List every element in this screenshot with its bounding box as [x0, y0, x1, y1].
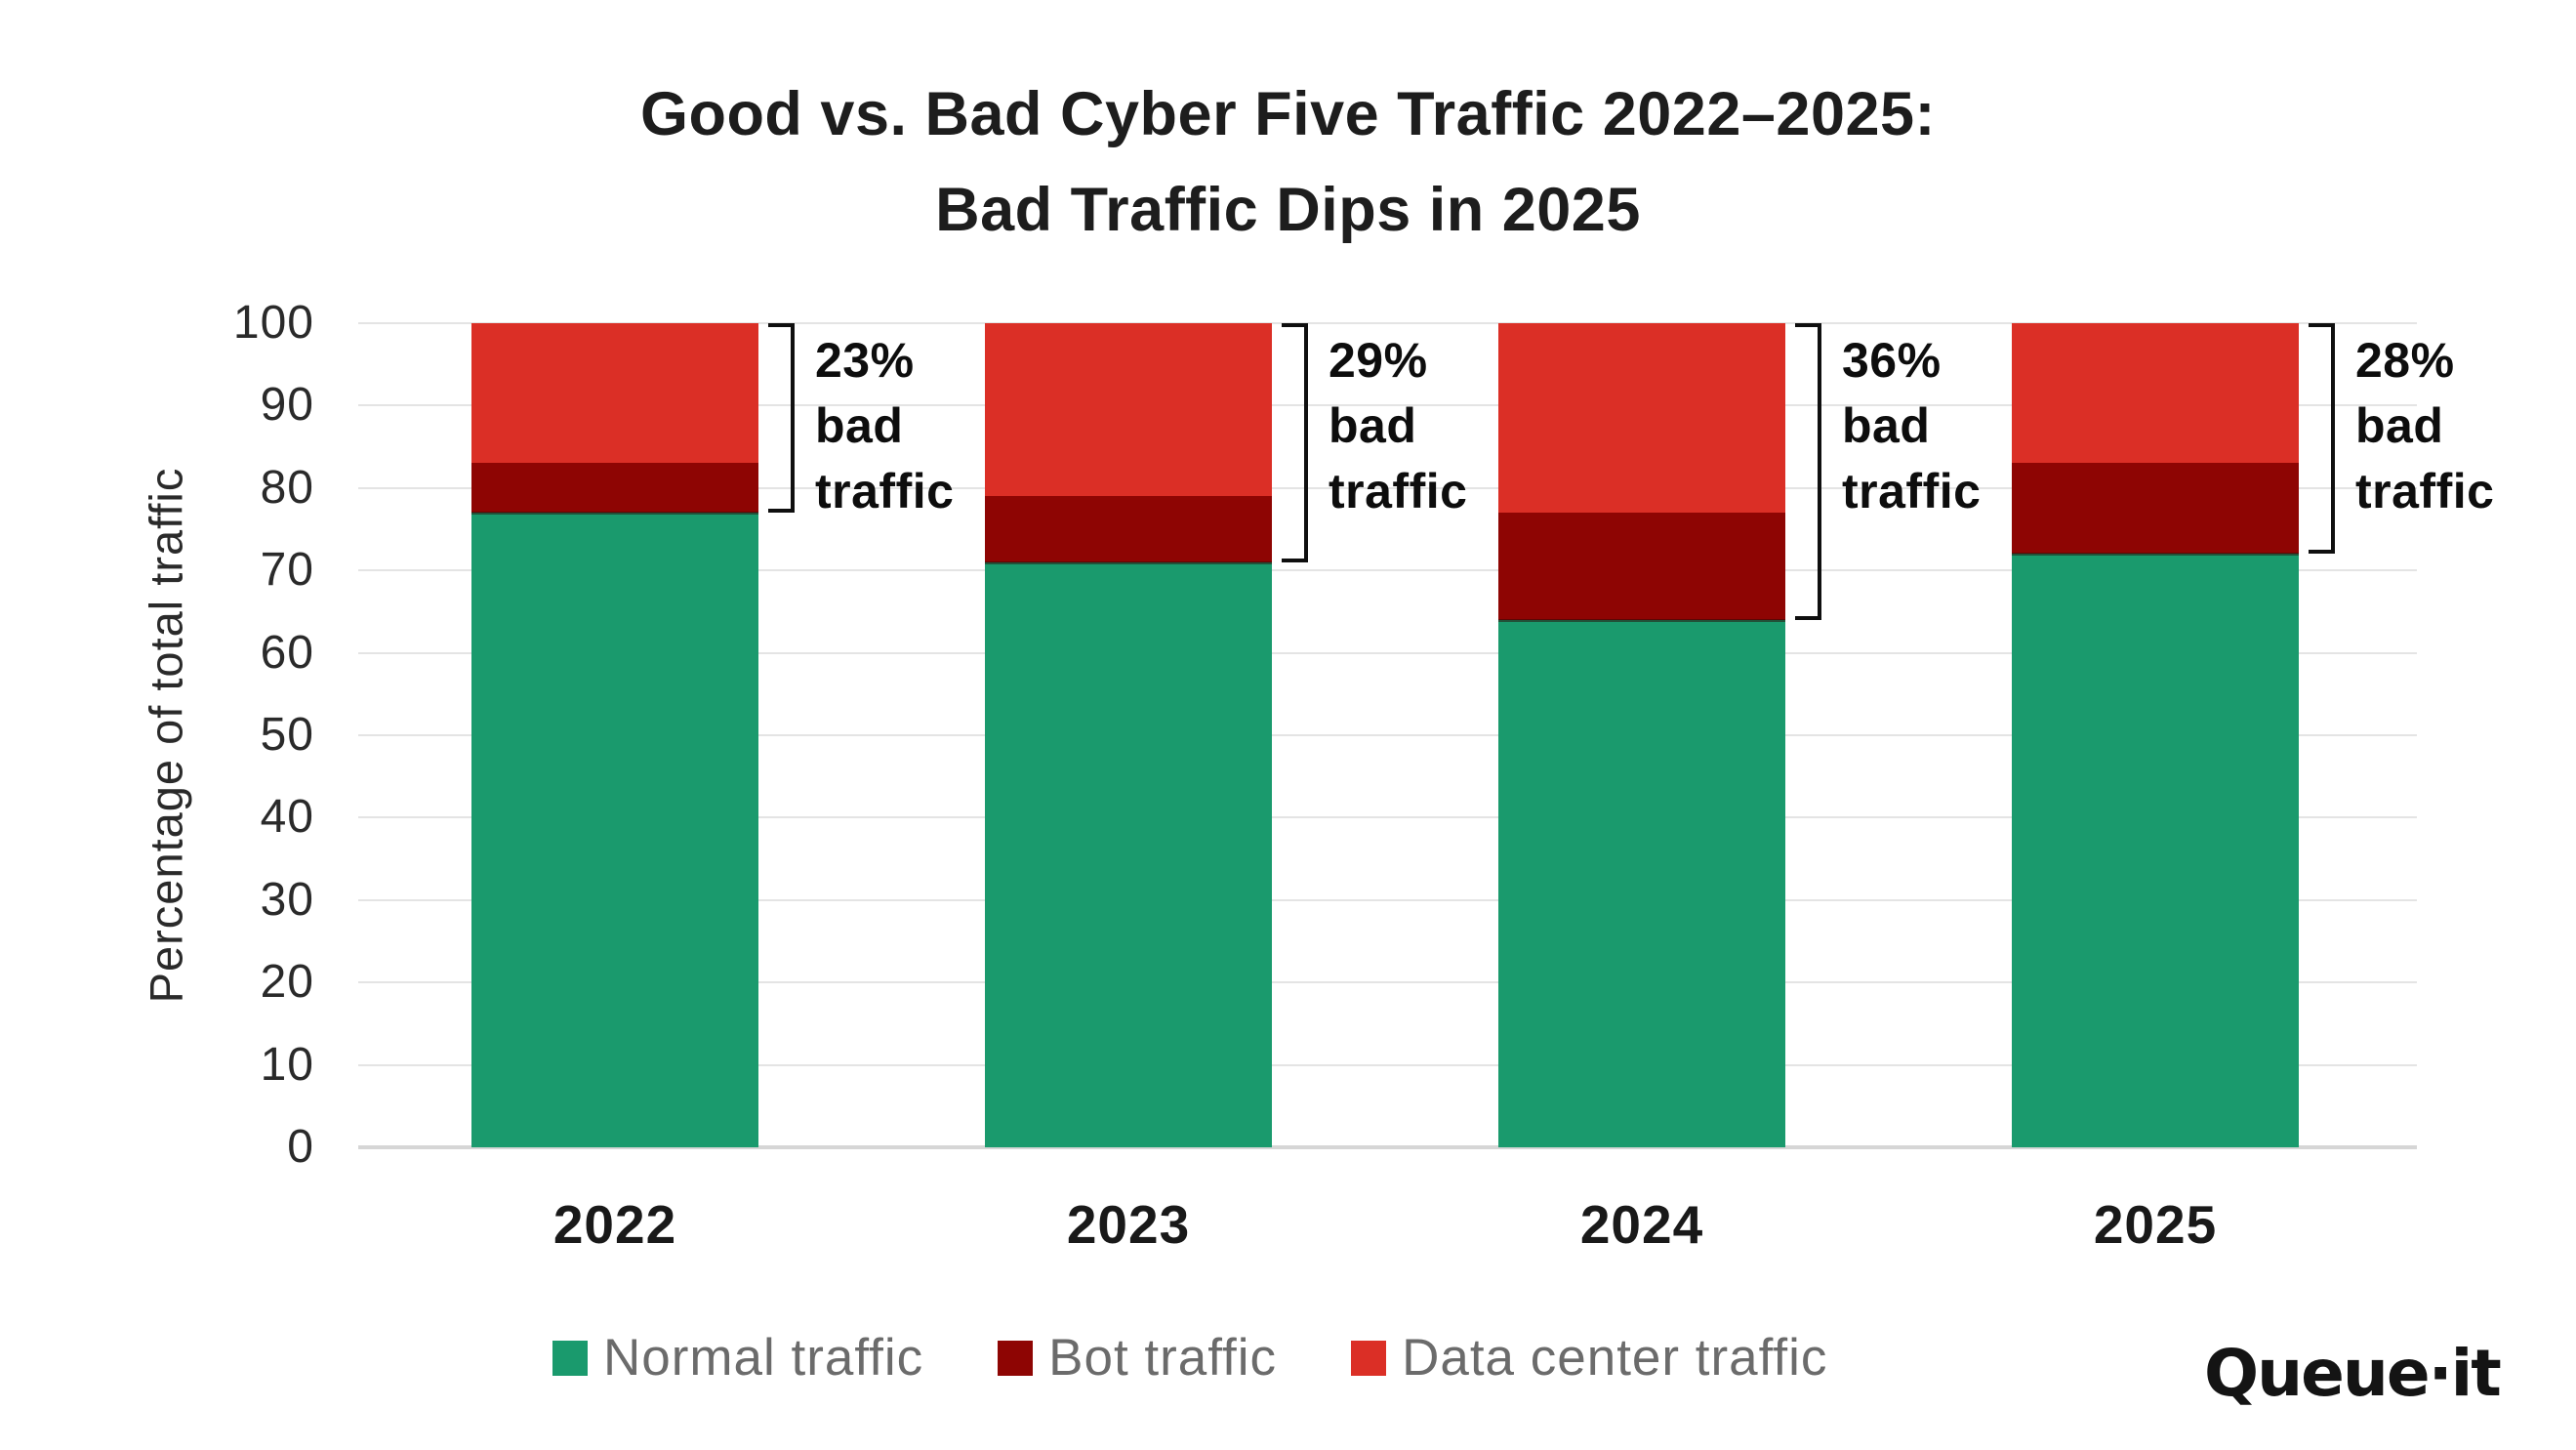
gridline [358, 981, 2417, 984]
bar-segment-data-center-traffic-2025 [2012, 323, 2299, 464]
annotation-line: bad [1329, 398, 1417, 453]
x-axis-label-2024: 2024 [1579, 1194, 1704, 1255]
bar-segment-data-center-traffic-2023 [985, 323, 1272, 497]
bad-traffic-bracket-2024 [1795, 323, 1821, 620]
legend-item-bot-traffic: Bot traffic [998, 1328, 1277, 1388]
segment-divider-2025 [2012, 553, 2299, 557]
legend-marker-data-center-traffic [1351, 1340, 1387, 1376]
y-tick-label: 70 [260, 544, 314, 597]
gridline [358, 734, 2417, 736]
annotation-line: 29% [1329, 333, 1428, 388]
chart-title-line2: Bad Traffic Dips in 2025 [935, 176, 1641, 244]
bar-segment-normal-traffic-2022 [471, 513, 758, 1147]
gridline [358, 569, 2417, 572]
bad-traffic-bracket-2025 [2309, 323, 2335, 555]
bad-traffic-bracket-2022 [768, 323, 795, 514]
gridline [358, 322, 2417, 324]
y-tick-label: 50 [260, 709, 314, 761]
annotation-line: 28% [2355, 333, 2455, 388]
annotation-line: traffic [815, 464, 955, 518]
gridline [358, 404, 2417, 407]
bad-traffic-bracket-2023 [1282, 323, 1308, 562]
annotation-line: 36% [1842, 333, 1942, 388]
y-tick-label: 30 [260, 873, 314, 926]
legend-label-bot-traffic: Bot traffic [1048, 1329, 1278, 1387]
annotation-line: bad [1842, 398, 1931, 453]
legend-label-data-center-traffic: Data center traffic [1402, 1329, 1828, 1387]
segment-divider-2022 [471, 512, 758, 516]
bar-segment-normal-traffic-2024 [1498, 619, 1785, 1147]
bad-traffic-annotation-2022: 23% bad traffic [815, 328, 954, 524]
bar-segment-bot-traffic-2023 [985, 496, 1272, 562]
legend-label-normal-traffic: Normal traffic [603, 1329, 924, 1387]
legend-item-normal-traffic: Normal traffic [552, 1328, 923, 1388]
legend-item-data-center-traffic: Data center traffic [1351, 1328, 1827, 1388]
annotation-line: bad [2355, 398, 2444, 453]
y-tick-label: 0 [287, 1121, 314, 1173]
chart-title: Good vs. Bad Cyber Five Traffic 2022–202… [0, 66, 2576, 258]
x-axis-label-2022: 2022 [552, 1194, 677, 1255]
legend-marker-normal-traffic [552, 1340, 588, 1376]
bar-segment-normal-traffic-2023 [985, 561, 1272, 1147]
bar-segment-bot-traffic-2022 [471, 463, 758, 514]
bar-segment-data-center-traffic-2024 [1498, 323, 1785, 514]
bad-traffic-annotation-2023: 29% bad traffic [1329, 328, 1467, 524]
legend-marker-bot-traffic [998, 1340, 1034, 1376]
bar-segment-data-center-traffic-2022 [471, 323, 758, 464]
y-tick-label: 100 [232, 297, 314, 349]
bar-segment-bot-traffic-2025 [2012, 463, 2299, 555]
gridline [358, 486, 2417, 489]
gridline [358, 898, 2417, 901]
y-tick-label: 60 [260, 626, 314, 679]
gridline [358, 1063, 2417, 1066]
bar-segment-bot-traffic-2024 [1498, 513, 1785, 620]
bad-traffic-annotation-2025: 28% bad traffic [2355, 328, 2494, 524]
x-axis-label-2023: 2023 [1066, 1194, 1191, 1255]
y-tick-label: 40 [260, 791, 314, 844]
y-tick-label: 20 [260, 956, 314, 1009]
chart-title-line1: Good vs. Bad Cyber Five Traffic 2022–202… [639, 80, 1937, 148]
bad-traffic-annotation-2024: 36% bad traffic [1842, 328, 1981, 524]
gridline [358, 816, 2417, 819]
annotation-line: traffic [1842, 464, 1982, 518]
legend: Normal traffic Bot traffic Data center tra… [552, 1328, 1827, 1388]
queue-it-logo: Queue·it [2204, 1336, 2502, 1411]
y-tick-label: 90 [260, 379, 314, 432]
segment-divider-2024 [1498, 618, 1785, 622]
bar-segment-normal-traffic-2025 [2012, 554, 2299, 1147]
annotation-line: traffic [1329, 464, 1468, 518]
x-axis-label-2025: 2025 [2093, 1194, 2218, 1255]
annotation-line: traffic [2355, 464, 2495, 518]
annotation-line: 23% [815, 333, 915, 388]
gridline [358, 651, 2417, 654]
y-tick-label: 10 [260, 1038, 314, 1091]
segment-divider-2023 [985, 560, 1272, 564]
annotation-line: bad [815, 398, 904, 453]
y-tick-label: 80 [260, 461, 314, 514]
x-axis-baseline [358, 1145, 2417, 1149]
